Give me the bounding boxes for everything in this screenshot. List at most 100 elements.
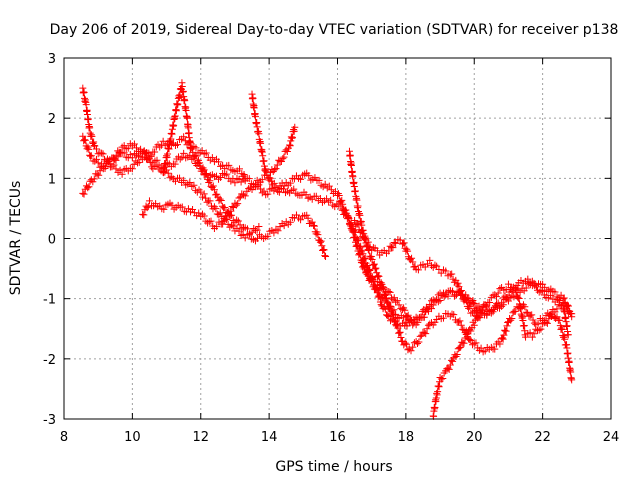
x-axis-label: GPS time / hours <box>275 459 392 475</box>
data-point <box>264 232 272 240</box>
data-point <box>504 297 512 305</box>
data-point <box>176 174 184 182</box>
data-point <box>221 203 229 211</box>
data-point <box>372 264 380 272</box>
series-track-6 <box>248 90 420 330</box>
data-point <box>374 293 382 301</box>
data-point <box>288 133 296 141</box>
data-point <box>428 305 436 313</box>
data-point <box>498 299 506 307</box>
data-point <box>500 331 508 339</box>
data-point <box>239 191 247 199</box>
y-tick-label: 2 <box>48 112 56 127</box>
data-point <box>90 175 98 183</box>
data-point <box>374 272 382 280</box>
data-point <box>373 289 381 297</box>
data-point <box>117 148 125 156</box>
data-point <box>80 190 88 198</box>
data-point <box>371 277 379 285</box>
data-point <box>530 330 538 338</box>
data-point <box>396 236 404 244</box>
data-point <box>453 350 461 358</box>
data-point <box>439 314 447 322</box>
data-point <box>409 343 417 351</box>
data-point <box>504 293 512 301</box>
data-point <box>272 165 280 173</box>
data-point <box>386 302 394 310</box>
data-point <box>321 180 329 188</box>
data-point <box>496 340 504 348</box>
data-point <box>291 123 299 131</box>
data-point <box>397 305 405 313</box>
data-point <box>325 182 333 190</box>
data-point <box>241 174 249 182</box>
data-point <box>556 297 564 305</box>
data-point <box>176 155 184 163</box>
data-point <box>310 222 318 230</box>
data-point <box>543 319 551 327</box>
data-point <box>413 340 421 348</box>
data-point <box>85 145 93 153</box>
data-point <box>396 328 404 336</box>
data-point <box>130 160 138 168</box>
data-point <box>86 129 94 137</box>
data-point <box>426 320 434 328</box>
data-point <box>197 188 205 196</box>
data-point <box>403 313 411 321</box>
data-point <box>277 158 285 166</box>
data-point <box>128 165 136 173</box>
data-point <box>86 151 94 159</box>
data-point <box>250 104 258 112</box>
data-point <box>279 185 287 193</box>
data-point <box>537 287 545 295</box>
data-point <box>353 196 361 204</box>
data-point <box>303 211 311 219</box>
data-point <box>190 181 198 189</box>
data-point <box>390 239 398 247</box>
data-point <box>128 154 136 162</box>
data-point <box>367 254 375 262</box>
data-point <box>217 174 225 182</box>
data-point <box>204 219 212 227</box>
data-point <box>467 337 475 345</box>
data-point <box>199 164 207 172</box>
data-point <box>465 304 473 312</box>
data-point <box>156 143 164 151</box>
data-point <box>203 198 211 206</box>
data-point <box>146 158 154 166</box>
data-point <box>455 287 463 295</box>
data-point <box>183 114 191 122</box>
data-point <box>270 179 278 187</box>
data-point <box>99 150 107 158</box>
data-point <box>145 154 153 162</box>
data-point <box>373 273 381 281</box>
data-point <box>95 171 103 179</box>
data-point <box>87 131 95 139</box>
data-point <box>369 244 377 252</box>
data-point <box>551 288 559 296</box>
data-point <box>568 376 576 384</box>
data-point <box>254 234 262 242</box>
data-point <box>83 145 91 153</box>
data-point <box>437 375 445 383</box>
y-tick-label: -1 <box>43 293 56 308</box>
data-point <box>492 300 500 308</box>
data-point <box>235 194 243 202</box>
data-point <box>251 113 259 121</box>
data-point <box>460 339 468 347</box>
data-point <box>279 155 287 163</box>
data-point <box>87 152 95 160</box>
data-point <box>389 244 397 252</box>
data-point <box>271 166 279 174</box>
data-point <box>423 325 431 333</box>
data-point <box>530 279 538 287</box>
data-point <box>241 192 249 200</box>
data-point <box>297 216 305 224</box>
data-point <box>516 288 524 296</box>
data-point <box>181 97 189 105</box>
data-point <box>380 283 388 291</box>
data-point <box>266 174 274 182</box>
data-point <box>403 340 411 348</box>
data-point <box>274 187 282 195</box>
